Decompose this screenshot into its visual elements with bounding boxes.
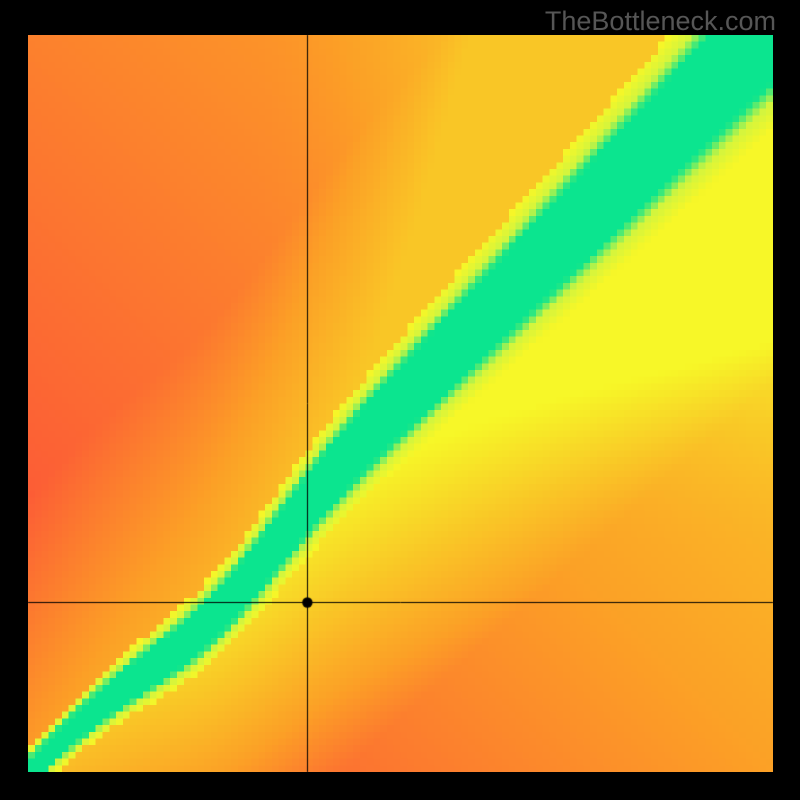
chart-container: TheBottleneck.com bbox=[0, 0, 800, 800]
watermark-text: TheBottleneck.com bbox=[545, 6, 776, 37]
crosshair-overlay bbox=[0, 0, 800, 800]
